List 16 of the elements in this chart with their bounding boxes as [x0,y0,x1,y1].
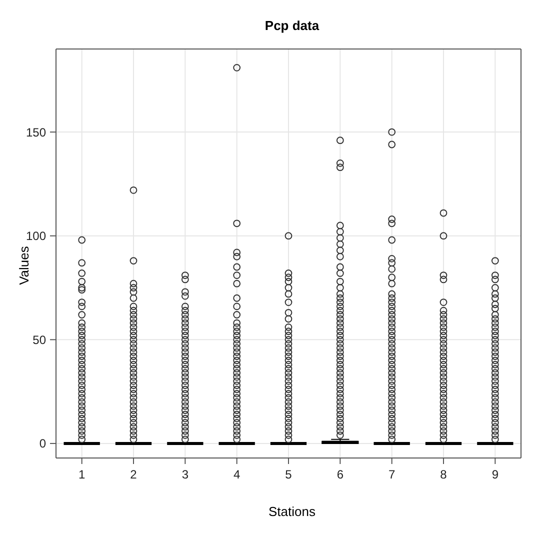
x-tick-label: 7 [388,468,396,482]
x-tick-label: 6 [336,468,344,482]
y-tick-label: 100 [26,229,46,244]
y-tick-label: 150 [26,125,46,140]
y-tick-label: 50 [32,332,46,347]
y-axis-title: Values [16,246,32,285]
x-tick-label: 5 [285,468,292,482]
x-tick-label: 4 [233,468,240,482]
y-tick-label: 0 [39,436,46,451]
x-tick-label: 1 [78,468,86,482]
x-tick-label: 2 [130,468,138,482]
x-axis-title: Stations [268,504,316,519]
chart-title: Pcp data [264,18,320,33]
x-tick-label: 9 [492,468,499,482]
x-tick-label: 8 [440,468,448,482]
x-tick-label: 3 [182,468,189,482]
